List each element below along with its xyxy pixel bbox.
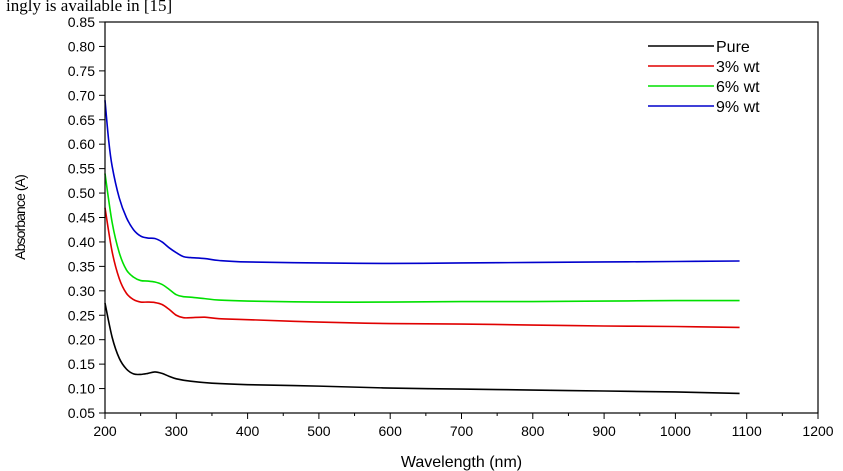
y-tick-label: 0.05: [68, 405, 95, 421]
x-tick-label: 400: [236, 423, 260, 439]
y-tick-label: 0.70: [68, 87, 95, 103]
page-header-text: ingly is available in [15]: [6, 0, 173, 15]
legend-label: 3% wt: [716, 59, 760, 76]
series-line-pure: [104, 302, 740, 395]
x-tick-label: 700: [450, 423, 474, 439]
y-tick-label: 0.65: [68, 112, 95, 128]
plot-lines: [104, 100, 740, 395]
x-tick-label: 900: [592, 423, 616, 439]
y-tick-label: 0.20: [68, 332, 95, 348]
x-tick-label: 500: [307, 423, 331, 439]
series-line-6-wt: [104, 173, 740, 303]
y-tick-label: 0.45: [68, 210, 95, 226]
x-tick-label: 200: [93, 423, 117, 439]
y-tick-label: 0.80: [68, 38, 95, 54]
y-axis-title: Absorbance (A): [12, 175, 28, 260]
y-axis-ticks: 0.05 0.10 0.15 0.20 0.25 0.30 0.35 0.40 0.45 0.50…: [68, 14, 105, 421]
x-axis-title: Wavelength (nm): [401, 454, 522, 471]
y-tick-label: 0.75: [68, 63, 95, 79]
series-line-3-wt: [104, 207, 740, 329]
series-line-9-wt: [104, 100, 740, 265]
y-tick-label: 0.35: [68, 258, 95, 274]
x-tick-label: 800: [521, 423, 545, 439]
x-axis-ticks: 200 300 400 500 600 700 800 900 1000 1100 1200: [93, 413, 834, 439]
x-tick-label: 600: [379, 423, 403, 439]
x-tick-label: 1200: [802, 423, 833, 439]
x-tick-label: 1000: [660, 423, 691, 439]
legend-label: 6% wt: [716, 79, 760, 96]
y-tick-label: 0.30: [68, 283, 95, 299]
y-tick-label: 0.50: [68, 185, 95, 201]
y-tick-label: 0.85: [68, 14, 95, 30]
legend-label: 9% wt: [716, 99, 760, 116]
x-tick-label: 1100: [732, 423, 762, 439]
legend: Pure 3% wt 6% wt 9% wt: [648, 39, 760, 116]
legend-label: Pure: [716, 39, 750, 56]
y-tick-label: 0.25: [68, 307, 95, 323]
y-tick-label: 0.55: [68, 161, 95, 177]
y-tick-label: 0.15: [68, 356, 95, 372]
y-tick-label: 0.40: [68, 234, 95, 250]
plot-frame: [104, 21, 819, 414]
x-tick-label: 300: [165, 423, 189, 439]
y-tick-label: 0.10: [68, 381, 95, 397]
y-tick-label: 0.60: [68, 136, 95, 152]
